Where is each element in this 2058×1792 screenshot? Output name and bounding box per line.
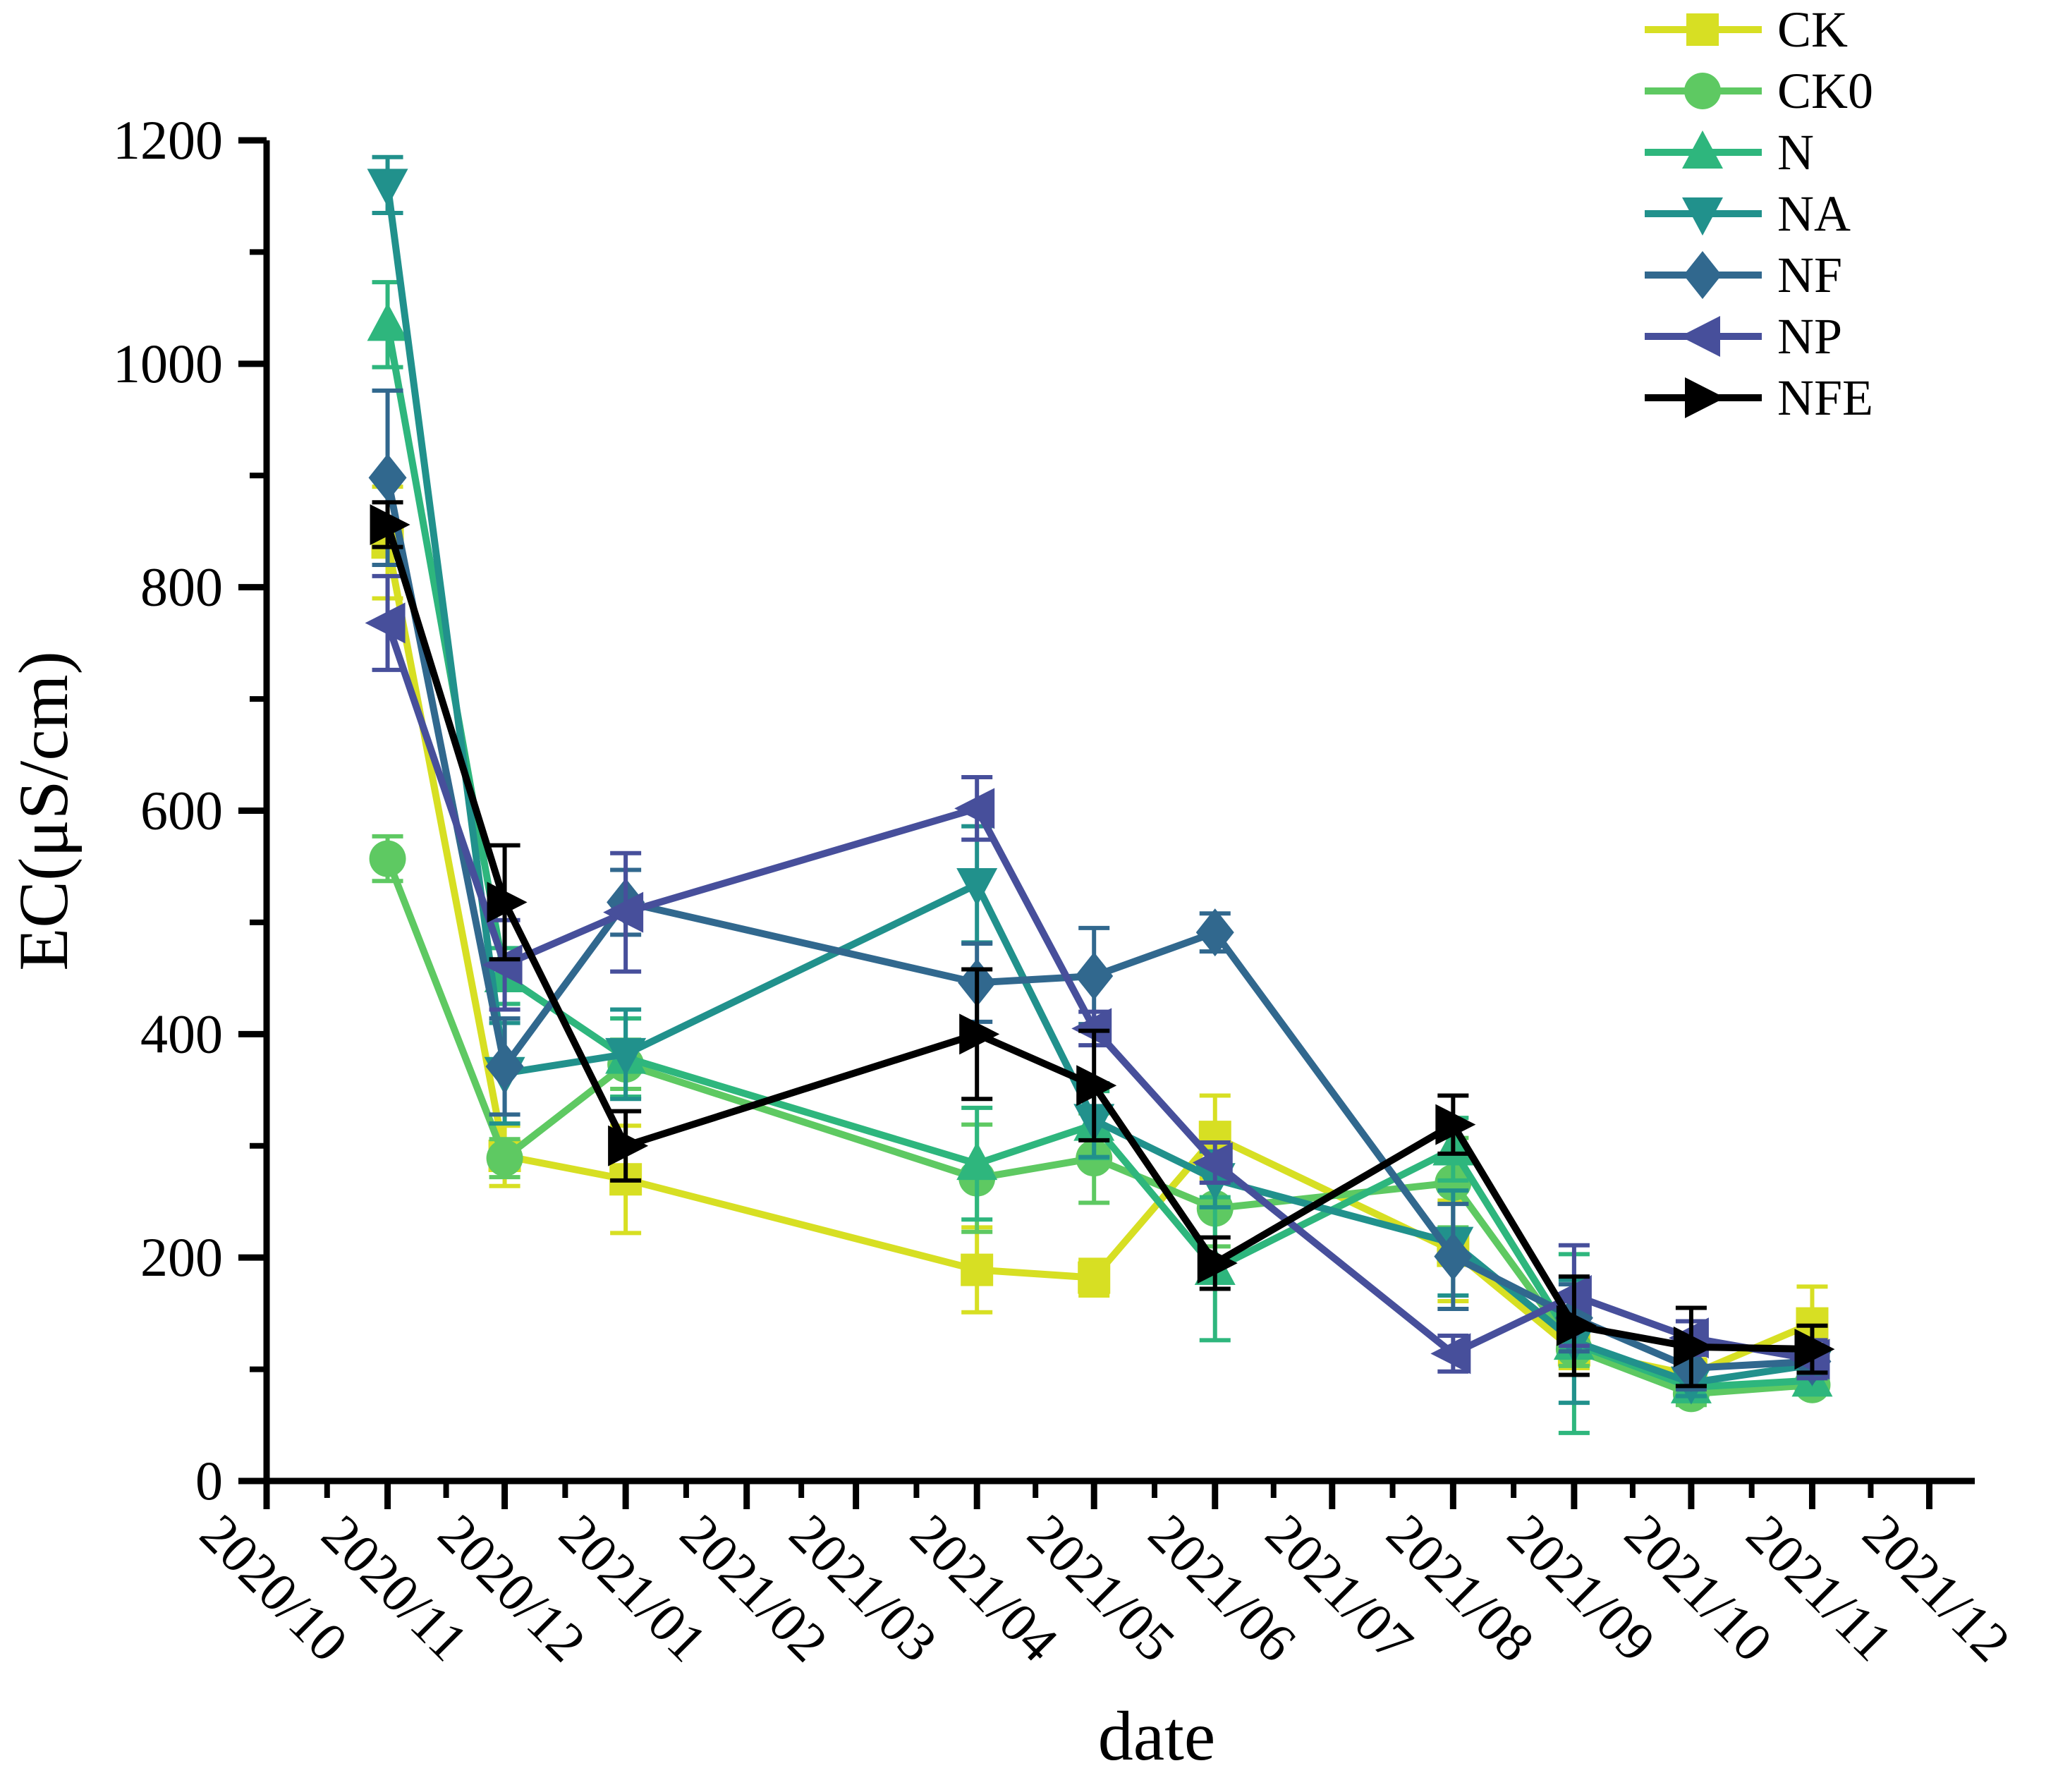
data-point-marker-NF (485, 1042, 524, 1091)
legend-marker-triangle-up-icon (1682, 130, 1723, 169)
y-tick-label: 800 (140, 556, 223, 618)
data-point-marker-CK0 (369, 840, 406, 877)
legend-label: N (1777, 124, 1814, 181)
y-tick-label: 400 (140, 1003, 223, 1064)
legend-item-CK0: CK0 (1645, 63, 1873, 119)
legend-item-CK: CK (1645, 1, 1848, 58)
legend-label: NFE (1777, 370, 1873, 426)
data-point-marker-NP (1551, 1275, 1592, 1317)
y-axis-title: EC(μS/cm) (4, 651, 83, 971)
y-tick-label: 1200 (113, 109, 223, 171)
legend-label: NP (1777, 308, 1842, 365)
series-line-NF (384, 477, 1813, 1372)
data-point-marker-NF (1075, 951, 1114, 1000)
series-line-CK0 (384, 857, 1813, 1398)
legend-item-N: N (1645, 124, 1814, 181)
data-point-marker-NP (365, 602, 406, 644)
data-point-marker-NFE (1197, 1243, 1238, 1284)
data-point-marker-NFE (1076, 1065, 1117, 1107)
series-line-N (384, 324, 1813, 1391)
data-point-marker-NFE (1794, 1329, 1835, 1370)
data-point-marker-N (367, 303, 408, 341)
data-point-marker-NFE (608, 1125, 649, 1166)
legend-label: NF (1777, 247, 1842, 303)
legend-label: CK0 (1777, 63, 1873, 119)
legend-marker-square-icon (1686, 13, 1719, 46)
legend-label: CK (1777, 1, 1848, 58)
data-point-marker-CK0 (486, 1140, 523, 1177)
data-point-marker-NP (482, 944, 523, 986)
data-point-marker-NP (603, 891, 644, 933)
data-point-marker-NFE (959, 1013, 1000, 1055)
data-point-marker-NFE (1556, 1305, 1597, 1346)
data-point-marker-NA (367, 169, 408, 207)
x-axis-title: date (1098, 1697, 1216, 1775)
legend-item-NFE: NFE (1645, 370, 1873, 426)
data-point-marker-N (956, 1142, 998, 1181)
legend-item-NP: NP (1645, 308, 1842, 365)
series-line-NA (384, 184, 1813, 1386)
legend-item-NA: NA (1645, 185, 1851, 242)
data-point-marker-NA (956, 868, 998, 907)
y-tick-label: 200 (140, 1226, 223, 1288)
legend-item-NF: NF (1645, 247, 1842, 303)
data-point-marker-CK (1078, 1261, 1111, 1294)
data-point-marker-NP (1192, 1142, 1233, 1183)
data-point-marker-NF (1434, 1232, 1473, 1281)
series-line-NFE (384, 523, 1813, 1353)
y-tick-label: 600 (140, 779, 223, 841)
y-tick-label: 0 (195, 1450, 223, 1511)
data-point-marker-NF (368, 453, 407, 502)
y-tick-label: 1000 (113, 333, 223, 394)
data-point-marker-NA (605, 1037, 647, 1076)
legend-label: NA (1777, 185, 1851, 242)
data-point-marker-CK (1796, 1307, 1829, 1340)
data-point-marker-CK (961, 1253, 994, 1286)
data-point-marker-NF (1195, 908, 1234, 957)
data-point-marker-NFE (487, 882, 528, 923)
data-point-marker-NP (954, 788, 995, 829)
legend-marker-triangle-right-icon (1685, 377, 1725, 418)
legend-marker-triangle-down-icon (1682, 197, 1723, 236)
data-point-marker-NP (1071, 1008, 1112, 1049)
legend-marker-circle-icon (1684, 73, 1722, 109)
data-point-marker-CK (1198, 1121, 1231, 1154)
series-line-CK (384, 542, 1814, 1379)
legend-marker-diamond-icon (1683, 251, 1722, 299)
legend-marker-triangle-left-icon (1680, 316, 1720, 357)
series-line-NP (384, 621, 1813, 1363)
data-point-marker-NP (1430, 1333, 1471, 1375)
data-point-marker-NFE (1673, 1326, 1714, 1367)
data-point-marker-NFE (370, 504, 410, 545)
data-point-marker-NFE (1435, 1104, 1476, 1145)
